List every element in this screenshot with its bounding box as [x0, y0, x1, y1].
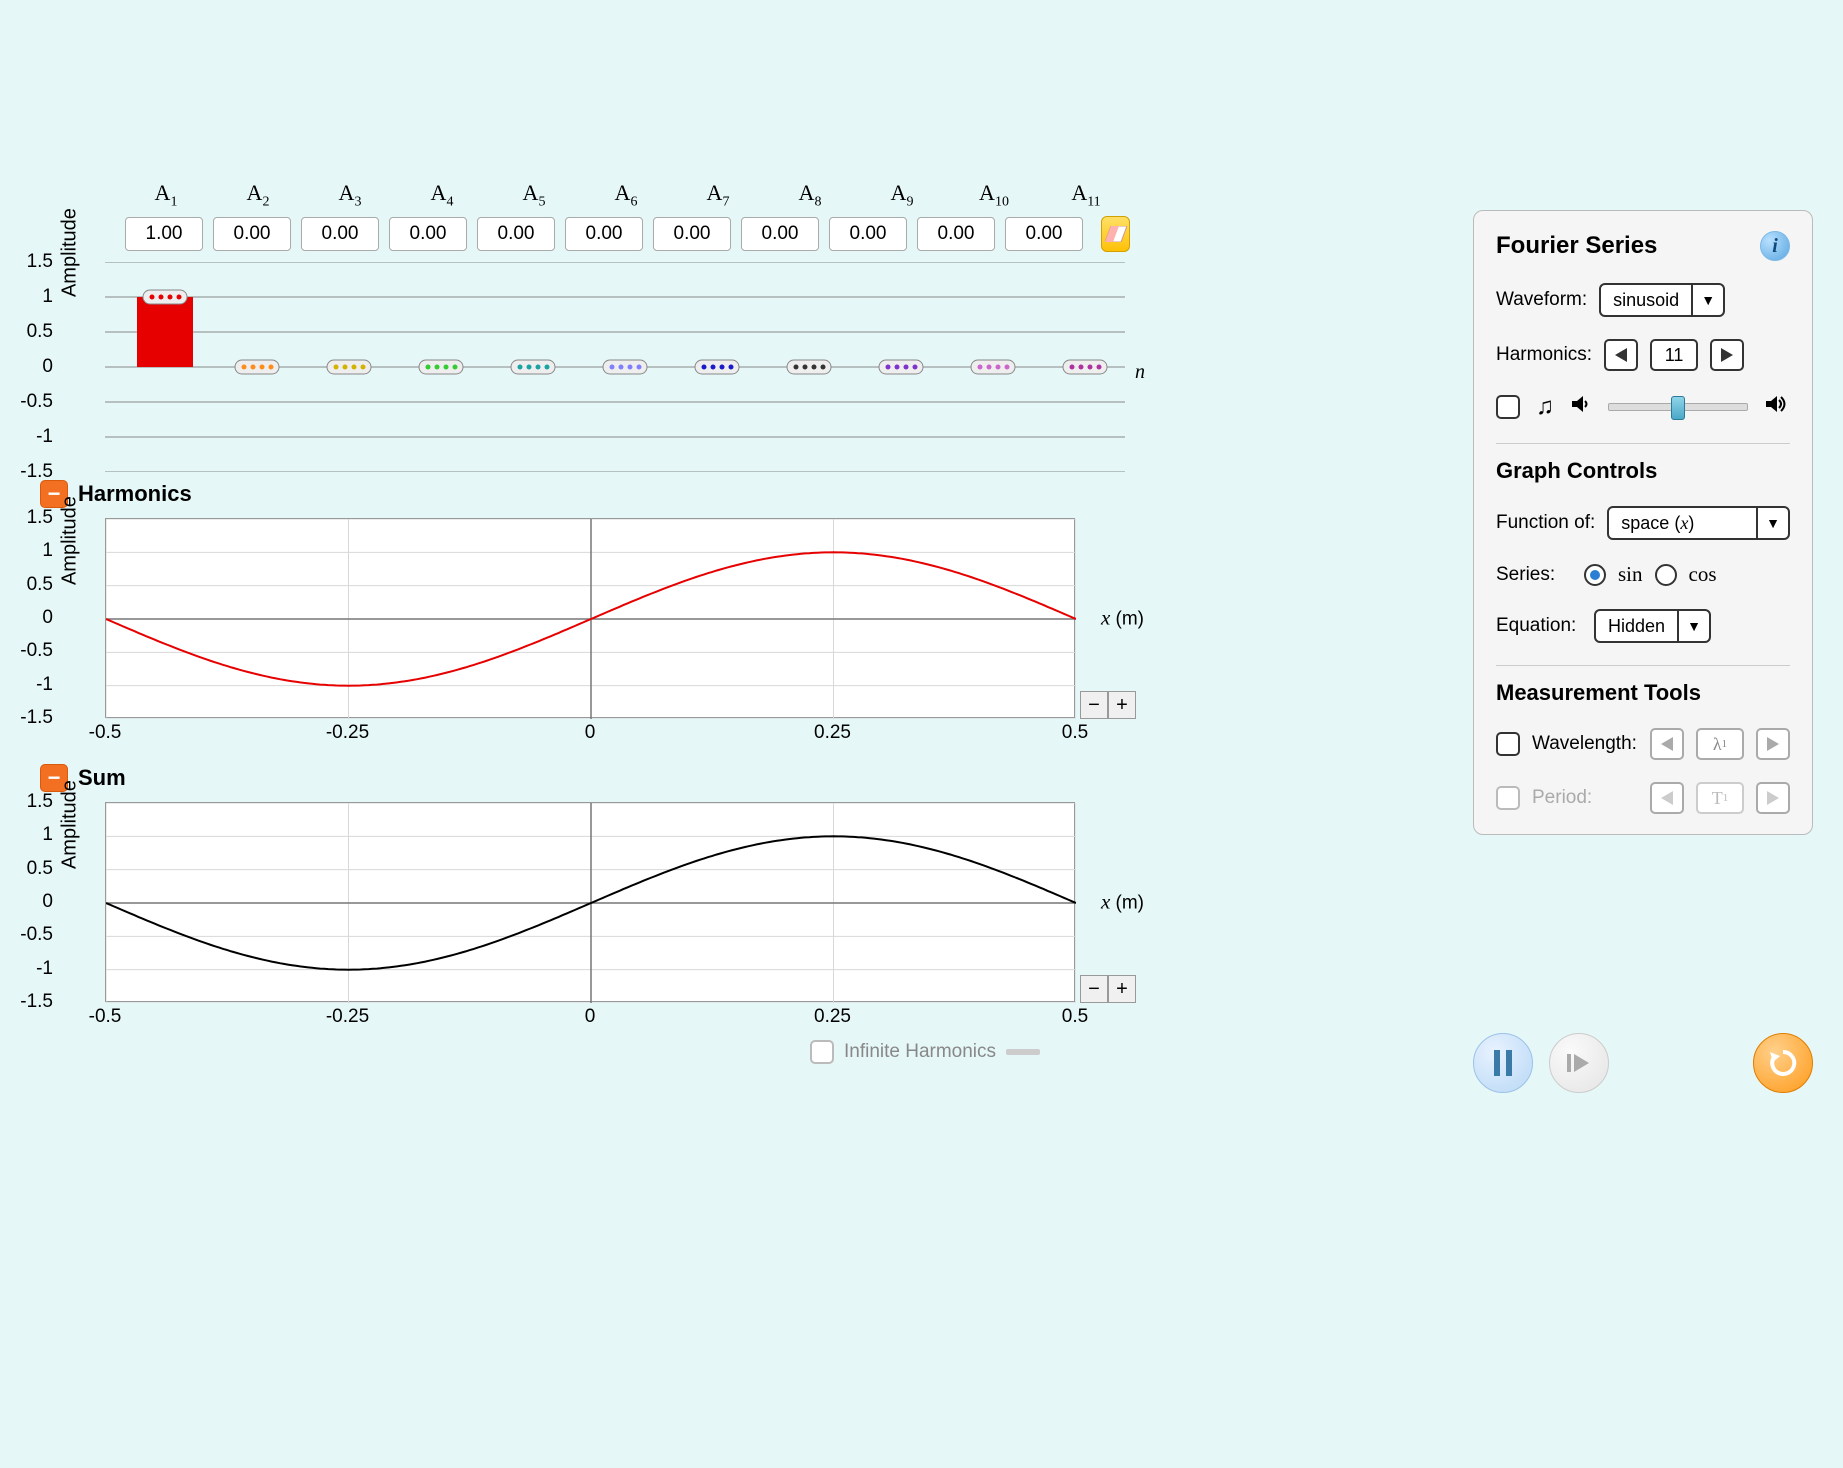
amplitude-label-a11: A11 — [1071, 180, 1100, 205]
period-decrement-button — [1650, 782, 1684, 814]
volume-low-icon — [1570, 393, 1592, 421]
period-increment-button — [1756, 782, 1790, 814]
n-axis-label: n — [1135, 361, 1145, 384]
amplitude-input-a6[interactable]: 0.00 — [565, 217, 643, 251]
wavelength-label: Wavelength: — [1532, 733, 1638, 755]
info-button[interactable]: i — [1760, 231, 1790, 261]
amplitude-label-a1: A1 — [155, 180, 178, 205]
function-of-combo[interactable]: space (x) ▼ — [1607, 506, 1790, 540]
equation-combo[interactable]: Hidden ▼ — [1594, 609, 1711, 643]
harmonics-x-axis-label: x (m) — [1101, 606, 1144, 631]
harmonics-plot: x (m) − + — [105, 518, 1075, 718]
wavelength-value: λ1 — [1696, 728, 1744, 760]
sum-y-axis-title: Amplitude — [59, 780, 82, 869]
amplitude-label-a6: A6 — [615, 180, 638, 205]
harmonics-zoom-in-button[interactable]: + — [1108, 691, 1136, 719]
series-cos-radio[interactable] — [1655, 564, 1677, 586]
reset-button[interactable] — [1753, 1033, 1813, 1093]
control-panel: Fourier Series i Waveform: sinusoid ▼ Ha… — [1473, 210, 1813, 835]
period-value: T1 — [1696, 782, 1744, 814]
equation-label: Equation: — [1496, 615, 1582, 637]
amplitude-bar-chart: n 1.510.50-0.5-1-1.5 — [105, 262, 1125, 472]
eraser-button[interactable] — [1101, 216, 1130, 252]
music-note-icon: ♫ — [1536, 393, 1554, 421]
pause-button[interactable] — [1473, 1033, 1533, 1093]
series-label: Series: — [1496, 564, 1572, 586]
sum-zoom-out-button[interactable]: − — [1080, 975, 1108, 1003]
function-of-label: Function of: — [1496, 512, 1595, 534]
amplitude-label-a2: A2 — [247, 180, 270, 205]
sum-x-axis-label: x (m) — [1101, 890, 1144, 915]
amplitude-label-a5: A5 — [523, 180, 546, 205]
period-checkbox — [1496, 786, 1520, 810]
harmonics-section-title: Harmonics — [78, 481, 192, 507]
amplitude-controls: A1 A2 A3 A4 A5 A6 A7 A8 A9 A10 A11 1.00 0.00 0.00 0.0… — [105, 180, 1130, 460]
series-sin-radio[interactable] — [1584, 564, 1606, 586]
amplitude-input-a10[interactable]: 0.00 — [917, 217, 995, 251]
amplitude-input-a3[interactable]: 0.00 — [301, 217, 379, 251]
amplitude-input-a7[interactable]: 0.00 — [653, 217, 731, 251]
amplitude-input-a2[interactable]: 0.00 — [213, 217, 291, 251]
amplitude-input-a9[interactable]: 0.00 — [829, 217, 907, 251]
harmonics-zoom-out-button[interactable]: − — [1080, 691, 1108, 719]
harmonics-count-value[interactable]: 11 — [1650, 339, 1698, 371]
amplitude-label-a4: A4 — [431, 180, 454, 205]
panel-title: Fourier Series — [1496, 232, 1657, 260]
harmonics-increment-button[interactable] — [1710, 339, 1744, 371]
infinite-harmonics-label: Infinite Harmonics — [844, 1041, 996, 1063]
amplitude-label-a3: A3 — [339, 180, 362, 205]
amplitude-label-a8: A8 — [799, 180, 822, 205]
chevron-down-icon[interactable]: ▼ — [1677, 611, 1709, 641]
sound-checkbox[interactable] — [1496, 395, 1520, 419]
step-forward-button[interactable] — [1549, 1033, 1609, 1093]
amplitude-label-a9: A9 — [891, 180, 914, 205]
harmonics-count-label: Harmonics: — [1496, 344, 1592, 366]
volume-slider[interactable] — [1608, 403, 1748, 411]
sum-zoom-in-button[interactable]: + — [1108, 975, 1136, 1003]
waveform-label: Waveform: — [1496, 289, 1587, 311]
chevron-down-icon[interactable]: ▼ — [1756, 508, 1788, 538]
amplitude-input-a4[interactable]: 0.00 — [389, 217, 467, 251]
wavelength-checkbox[interactable] — [1496, 732, 1520, 756]
infinite-harmonics-checkbox[interactable] — [810, 1040, 834, 1064]
amplitude-input-a5[interactable]: 0.00 — [477, 217, 555, 251]
amplitude-input-a11[interactable]: 0.00 — [1005, 217, 1083, 251]
series-sin-label: sin — [1618, 562, 1643, 587]
wavelength-increment-button[interactable] — [1756, 728, 1790, 760]
period-label: Period: — [1532, 787, 1638, 809]
waveform-combo[interactable]: sinusoid ▼ — [1599, 283, 1725, 317]
graph-controls-title: Graph Controls — [1496, 458, 1790, 484]
sum-section-title: Sum — [78, 765, 126, 791]
amplitude-label-a10: A10 — [979, 180, 1009, 205]
volume-high-icon — [1764, 393, 1790, 421]
amplitude-y-axis-title: Amplitude — [59, 208, 82, 297]
sum-plot: x (m) − + — [105, 802, 1075, 1002]
harmonics-decrement-button[interactable] — [1604, 339, 1638, 371]
amplitude-input-a1[interactable]: 1.00 — [125, 217, 203, 251]
measurement-tools-title: Measurement Tools — [1496, 680, 1790, 706]
wavelength-decrement-button[interactable] — [1650, 728, 1684, 760]
amplitude-input-a8[interactable]: 0.00 — [741, 217, 819, 251]
harmonics-y-axis-title: Amplitude — [59, 496, 82, 585]
amplitude-label-a7: A7 — [707, 180, 730, 205]
series-cos-label: cos — [1689, 562, 1717, 587]
chevron-down-icon[interactable]: ▼ — [1691, 285, 1723, 315]
infinite-color-swatch — [1006, 1049, 1040, 1055]
